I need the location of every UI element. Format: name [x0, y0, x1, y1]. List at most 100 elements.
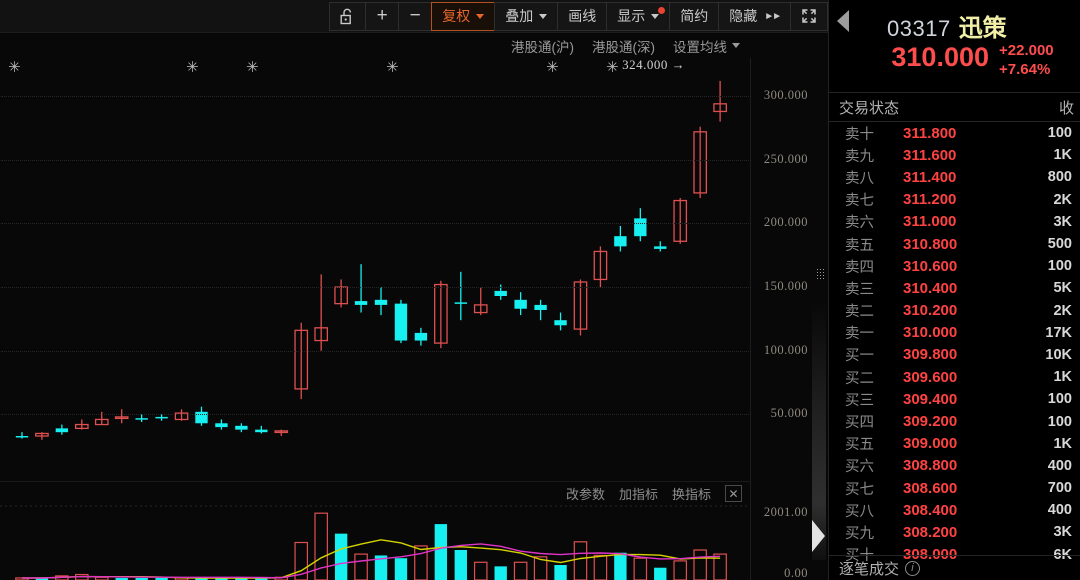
close-indicator-button[interactable]: ✕	[725, 485, 742, 502]
order-book-row[interactable]: 卖二 310.200 2K	[829, 300, 1080, 322]
order-book-row[interactable]: 买三 309.400 100	[829, 388, 1080, 410]
order-book-qty: 1K	[1053, 147, 1072, 164]
volume-axis-tick: 2001.00	[763, 505, 808, 519]
order-book-level: 买二	[845, 370, 874, 387]
order-book-row[interactable]: 买二 309.600 1K	[829, 366, 1080, 388]
order-book-row[interactable]: 买五 309.000 1K	[829, 433, 1080, 455]
volume-bar	[394, 558, 408, 580]
order-book-price: 308.800	[903, 457, 958, 475]
gridline	[1, 223, 751, 225]
event-marker-icon[interactable]: ✳	[186, 59, 199, 76]
price-change-pct: +7.64%	[999, 60, 1051, 78]
toolbar-item-label: 简约	[680, 8, 709, 24]
volume-plot[interactable]	[0, 505, 750, 580]
volume-bar	[155, 577, 168, 580]
toolbar-item-display[interactable]: 显示	[606, 1, 670, 31]
toolbar-item-adjust[interactable]: 复权	[431, 1, 495, 31]
zoom-in-button[interactable]: +	[365, 1, 399, 31]
toolbar-item-simple[interactable]: 简约	[669, 1, 719, 31]
order-book-row[interactable]: 卖五 310.800 500	[829, 233, 1080, 255]
order-book-row[interactable]: 买十 308.000 6K	[829, 544, 1080, 566]
candle-body	[573, 281, 588, 330]
candlestick-plot[interactable]	[0, 58, 750, 478]
info-icon[interactable]: i	[905, 560, 921, 576]
volume-bar	[673, 560, 688, 580]
price-axis-tick: 200.000	[763, 215, 808, 230]
event-marker-icon[interactable]: ✳	[606, 59, 619, 76]
notification-dot-icon	[658, 6, 666, 14]
add-indicator-link[interactable]: 加指标	[618, 487, 658, 502]
order-book-row[interactable]: 买八 308.400 400	[829, 499, 1080, 521]
candle-body	[314, 327, 329, 342]
expand-right-arrow-icon[interactable]	[812, 520, 825, 552]
volume-bar	[614, 552, 627, 580]
sub-link-hk-connect-sh[interactable]: 港股通(沪)	[511, 36, 574, 56]
back-arrow-icon[interactable]	[837, 10, 849, 32]
order-book-row[interactable]: 买九 308.200 3K	[829, 521, 1080, 543]
chart-toolbar: + − 复权 叠加 画线 显示	[0, 0, 828, 33]
order-book-price: 310.800	[903, 235, 958, 253]
toolbar-item-draw[interactable]: 画线	[557, 1, 607, 31]
candle-body	[654, 246, 667, 249]
volume-bar	[473, 561, 488, 580]
order-book-row[interactable]: 卖一 310.000 17K	[829, 322, 1080, 344]
fullscreen-button[interactable]	[790, 1, 828, 31]
volume-bar	[314, 512, 328, 580]
order-book-price: 310.400	[903, 279, 958, 297]
order-book-row[interactable]: 买六 308.800 400	[829, 455, 1080, 477]
toolbar-item-label: 隐藏	[729, 8, 758, 24]
candle-body	[55, 428, 69, 433]
event-marker-icon[interactable]: ✳	[246, 59, 259, 76]
order-book-price: 308.400	[903, 501, 958, 519]
toolbar-item-hide[interactable]: 隐藏 ►►	[718, 1, 790, 31]
volume-bar	[354, 553, 368, 580]
order-book-level: 卖四	[845, 259, 874, 276]
lock-button[interactable]	[329, 1, 366, 31]
order-book-row[interactable]: 卖三 310.400 5K	[829, 277, 1080, 299]
event-marker-icon[interactable]: ✳	[546, 59, 559, 76]
order-book-row[interactable]: 卖九 311.600 1K	[829, 144, 1080, 166]
order-book-row[interactable]: 卖十 311.800 100	[829, 122, 1080, 144]
panel-resize-grip[interactable]	[816, 268, 825, 281]
order-book-row[interactable]: 卖七 311.200 2K	[829, 189, 1080, 211]
sub-link-hk-connect-sz[interactable]: 港股通(深)	[592, 36, 655, 56]
order-book-qty: 3K	[1053, 213, 1072, 230]
candle-body	[693, 131, 707, 194]
symbol-block: 03317 迅策	[887, 8, 1007, 43]
chart-side: + − 复权 叠加 画线 显示	[0, 0, 828, 580]
order-book-level: 买三	[845, 392, 874, 409]
volume-bar	[494, 566, 507, 580]
sub-link-set-moving-average[interactable]: 设置均线	[673, 36, 740, 56]
order-book-row[interactable]: 买四 309.200 100	[829, 410, 1080, 432]
candle-body	[673, 199, 688, 242]
order-book-row[interactable]: 买一 309.800 10K	[829, 344, 1080, 366]
event-marker-icon[interactable]: ✳	[386, 59, 399, 76]
double-right-arrow-icon: ►►	[764, 10, 782, 22]
order-book-price: 308.600	[903, 479, 958, 497]
volume-bar	[195, 577, 208, 580]
price-axis[interactable]: 300.000 250.000 200.000 150.000 100.000 50.00…	[1, 58, 812, 580]
order-book-qty: 700	[1047, 480, 1072, 497]
order-book-row[interactable]: 卖八 311.400 800	[829, 166, 1080, 188]
toolbar-item-overlay[interactable]: 叠加	[494, 1, 558, 31]
change-params-link[interactable]: 改参数	[565, 487, 605, 502]
zoom-out-button[interactable]: −	[398, 1, 432, 31]
order-book-row[interactable]: 买七 308.600 700	[829, 477, 1080, 499]
tick-trades-footer[interactable]: 逐笔成交 i	[829, 555, 1080, 580]
vertical-scrollbar[interactable]	[812, 300, 826, 560]
order-book-price: 309.600	[903, 368, 958, 386]
price-annotation-arrow: →	[671, 56, 686, 72]
order-book-qty: 100	[1047, 125, 1072, 142]
order-book-row[interactable]: 卖四 310.600 100	[829, 255, 1080, 277]
order-book-row[interactable]: 卖六 311.000 3K	[829, 211, 1080, 233]
volume-bar	[513, 561, 528, 580]
toolbar-item-label: 画线	[568, 8, 597, 24]
volume-bar	[294, 541, 309, 580]
candle-body	[174, 412, 189, 421]
candle-body	[135, 418, 148, 420]
chevron-down-icon	[476, 13, 485, 19]
expand-icon	[802, 9, 816, 23]
candle-body	[15, 436, 29, 438]
event-marker-icon[interactable]: ✳	[8, 59, 21, 76]
switch-indicator-link[interactable]: 换指标	[671, 487, 711, 502]
